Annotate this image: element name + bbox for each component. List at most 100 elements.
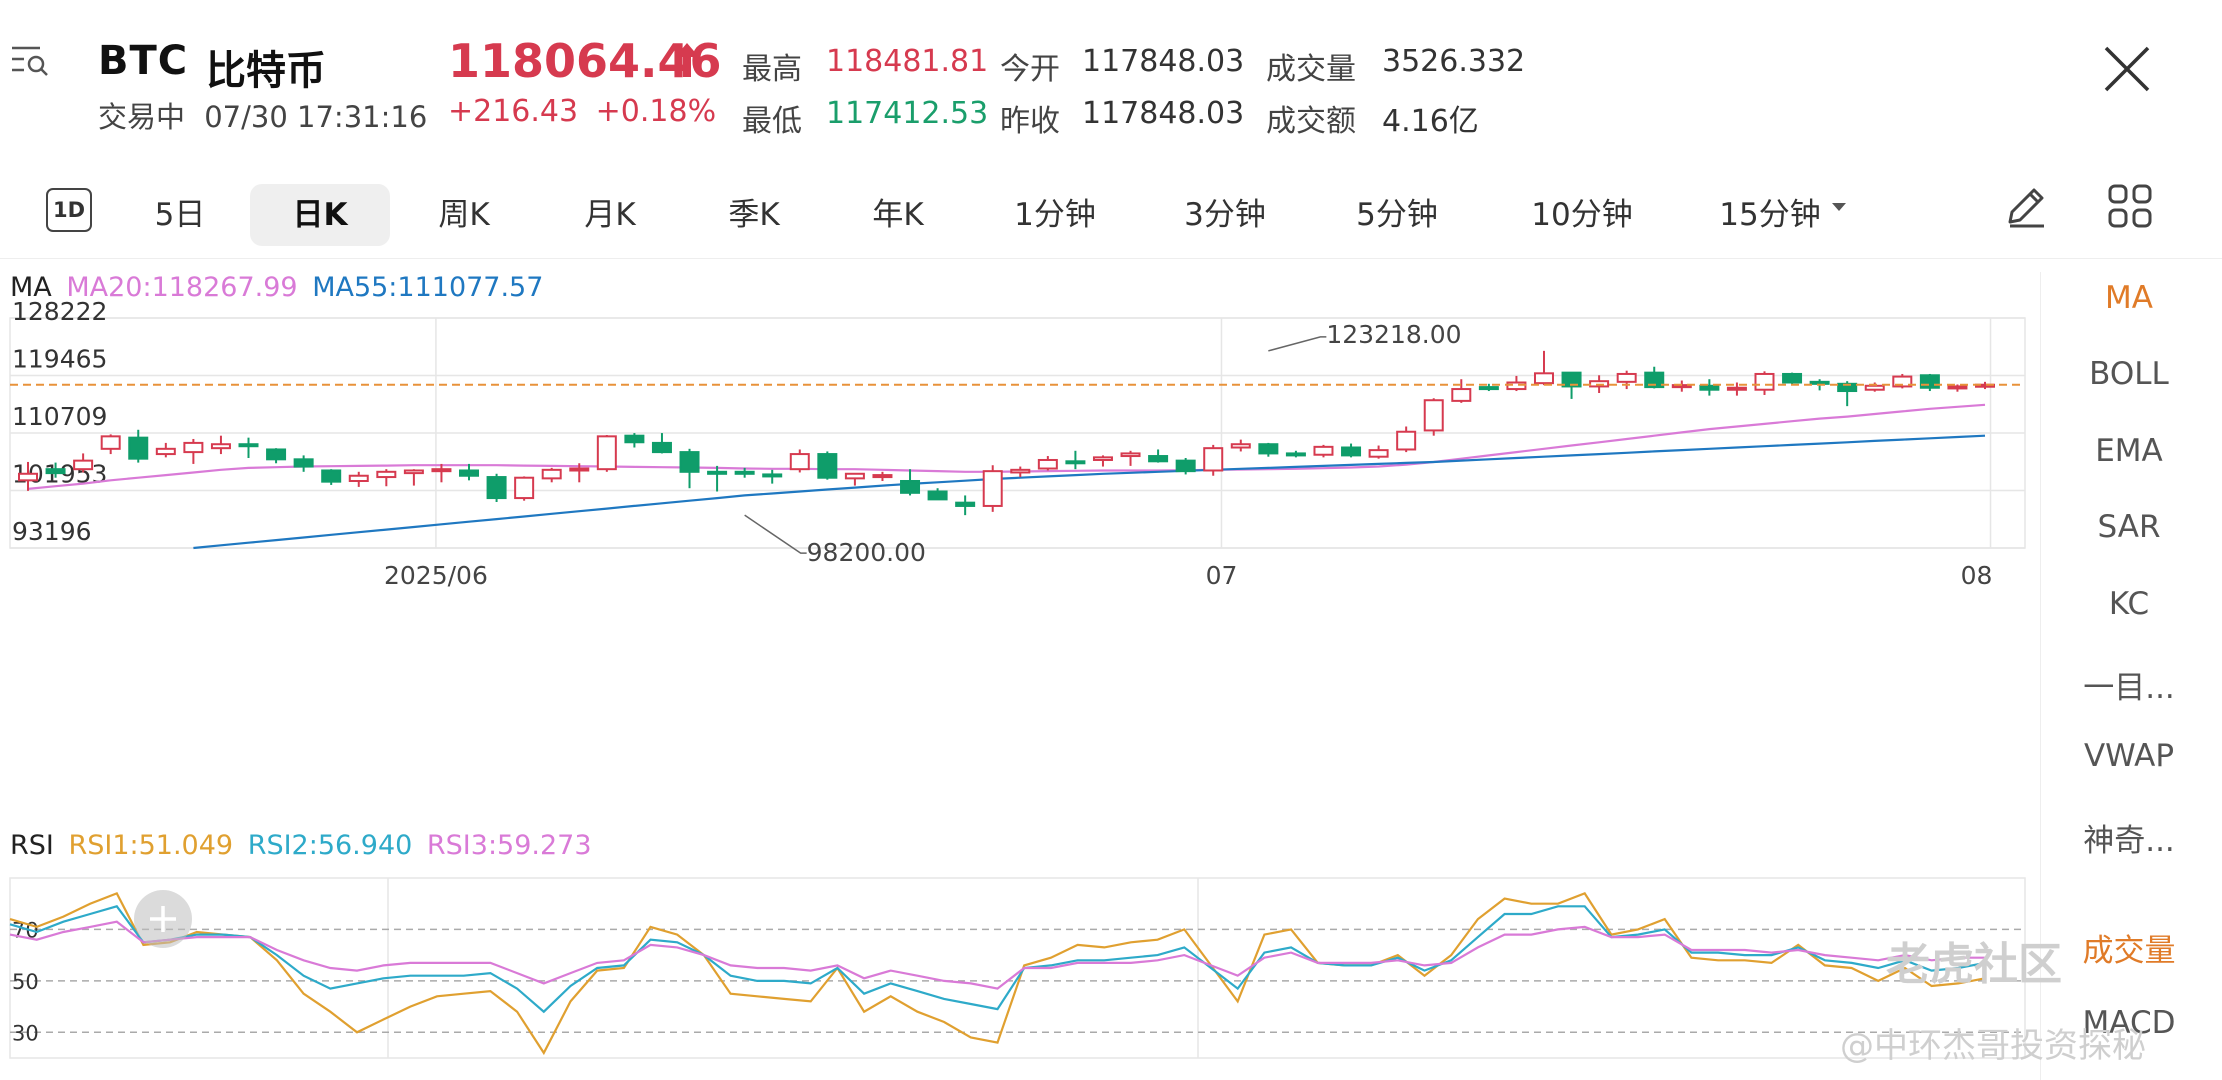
day-toggle-icon[interactable]: 1D: [46, 188, 92, 232]
candle: [844, 472, 865, 486]
annotation-leader: [1268, 336, 1327, 352]
indicator-ichimoku[interactable]: 一目...: [2083, 670, 2175, 706]
candle: [514, 476, 535, 501]
tab-10-min[interactable]: 10分钟: [1531, 197, 1633, 233]
candle-body: [1506, 381, 1527, 391]
candle-body: [817, 453, 838, 479]
candle-body: [293, 458, 314, 468]
candle: [955, 495, 976, 516]
candle-body: [100, 435, 121, 450]
indicator-kc[interactable]: KC: [2108, 586, 2150, 622]
side-divider: [2040, 272, 2041, 1080]
x-tick-label: 2025/06: [384, 561, 488, 590]
candle: [1010, 466, 1031, 478]
candle-body: [1809, 380, 1830, 385]
candle: [762, 469, 783, 484]
candle-body: [45, 468, 66, 475]
candle-body: [348, 474, 369, 482]
volume-label: 成交量: [1266, 52, 1356, 87]
candle: [155, 442, 176, 458]
candle: [403, 469, 424, 486]
candle-body: [1258, 443, 1279, 455]
tab-quarterly-k[interactable]: 季K: [728, 197, 780, 233]
candle: [596, 435, 617, 472]
indicator-magic[interactable]: 神奇...: [2083, 823, 2175, 859]
candle: [1506, 375, 1527, 392]
volume-value: 3526.332: [1382, 44, 1526, 79]
tab-weekly-k[interactable]: 周K: [438, 197, 490, 233]
candle: [679, 448, 700, 489]
prev-close-value: 117848.03: [1082, 96, 1245, 131]
candle: [1423, 398, 1444, 436]
candle: [1616, 370, 1637, 390]
last-price: 118064.46: [448, 34, 722, 88]
indicator-macd[interactable]: MACD: [2082, 1005, 2176, 1041]
candle: [1919, 373, 1940, 392]
candle: [210, 435, 231, 455]
high-label: 最高: [742, 52, 802, 87]
candle: [1120, 450, 1141, 466]
candle: [486, 473, 507, 503]
candle-body: [872, 474, 893, 479]
ma-legend: MA MA20:118267.99 MA55:111077.57: [10, 272, 543, 303]
prev-close-label: 昨收: [1000, 104, 1060, 139]
rsi1-line: [9, 892, 1986, 1056]
tab-yearly-k[interactable]: 年K: [872, 197, 924, 233]
tab-15-min[interactable]: 15分钟: [1719, 197, 1821, 233]
candle: [1726, 382, 1747, 396]
candle-body: [541, 468, 562, 480]
low-label: 最低: [742, 104, 802, 139]
candle-body: [1285, 452, 1306, 457]
dropdown-caret-icon[interactable]: [1830, 200, 1848, 214]
indicator-ma[interactable]: MA: [2105, 280, 2153, 316]
candle-body: [459, 469, 480, 477]
candle-body: [1533, 372, 1554, 385]
candle-body: [1699, 384, 1720, 391]
indicator-vwap[interactable]: VWAP: [2083, 738, 2175, 774]
candle-body: [900, 479, 921, 494]
candlestick-chart[interactable]: 128222119465110709101953931962025/060708…: [0, 300, 2040, 840]
ma55-legend: MA55:111077.57: [312, 272, 544, 303]
candle-body: [955, 501, 976, 507]
candle: [1754, 371, 1775, 395]
candle-body: [1975, 383, 1995, 388]
up-arrow-icon: [675, 43, 699, 77]
rsi1-legend: RSI1:51.049: [68, 830, 234, 861]
candle: [900, 469, 921, 496]
pencil-draw-icon[interactable]: [2000, 180, 2052, 232]
candle: [1230, 439, 1251, 452]
divider: [0, 258, 2222, 259]
candle-body: [1423, 399, 1444, 432]
tab-1-min[interactable]: 1分钟: [1014, 197, 1096, 233]
candle: [1782, 372, 1803, 385]
tab-3-min[interactable]: 3分钟: [1184, 197, 1266, 233]
indicator-ema[interactable]: EMA: [2095, 433, 2163, 469]
indicator-boll[interactable]: BOLL: [2089, 356, 2169, 392]
rsi-frame: [9, 877, 2026, 1059]
candle: [1451, 379, 1472, 403]
candle-body: [1782, 372, 1803, 384]
rsi-legend: RSI RSI1:51.049 RSI2:56.940 RSI3:59.273: [10, 830, 592, 861]
candle: [321, 469, 342, 485]
candle: [624, 433, 645, 448]
indicator-volume[interactable]: 成交量: [2082, 933, 2176, 969]
tab-monthly-k[interactable]: 月K: [584, 197, 636, 233]
annotation-label: 123218.00: [1326, 320, 1461, 349]
candle: [128, 429, 149, 463]
candle-body: [707, 470, 728, 475]
menu-list-icon[interactable]: [10, 44, 54, 78]
tab-5-min[interactable]: 5分钟: [1356, 197, 1438, 233]
candle: [73, 453, 94, 473]
candle-body: [1478, 386, 1499, 391]
tab-5-day[interactable]: 5日: [154, 197, 206, 233]
indicator-sar[interactable]: SAR: [2097, 509, 2161, 545]
close-icon[interactable]: [2098, 40, 2156, 98]
candle: [376, 469, 397, 487]
add-indicator-button[interactable]: [134, 890, 192, 948]
grid-layout-icon[interactable]: [2104, 180, 2156, 232]
candle-body: [1864, 384, 1885, 391]
rsi-legend-title: RSI: [10, 830, 54, 861]
candle: [348, 471, 369, 487]
tab-daily-k[interactable]: 日K: [250, 184, 390, 246]
